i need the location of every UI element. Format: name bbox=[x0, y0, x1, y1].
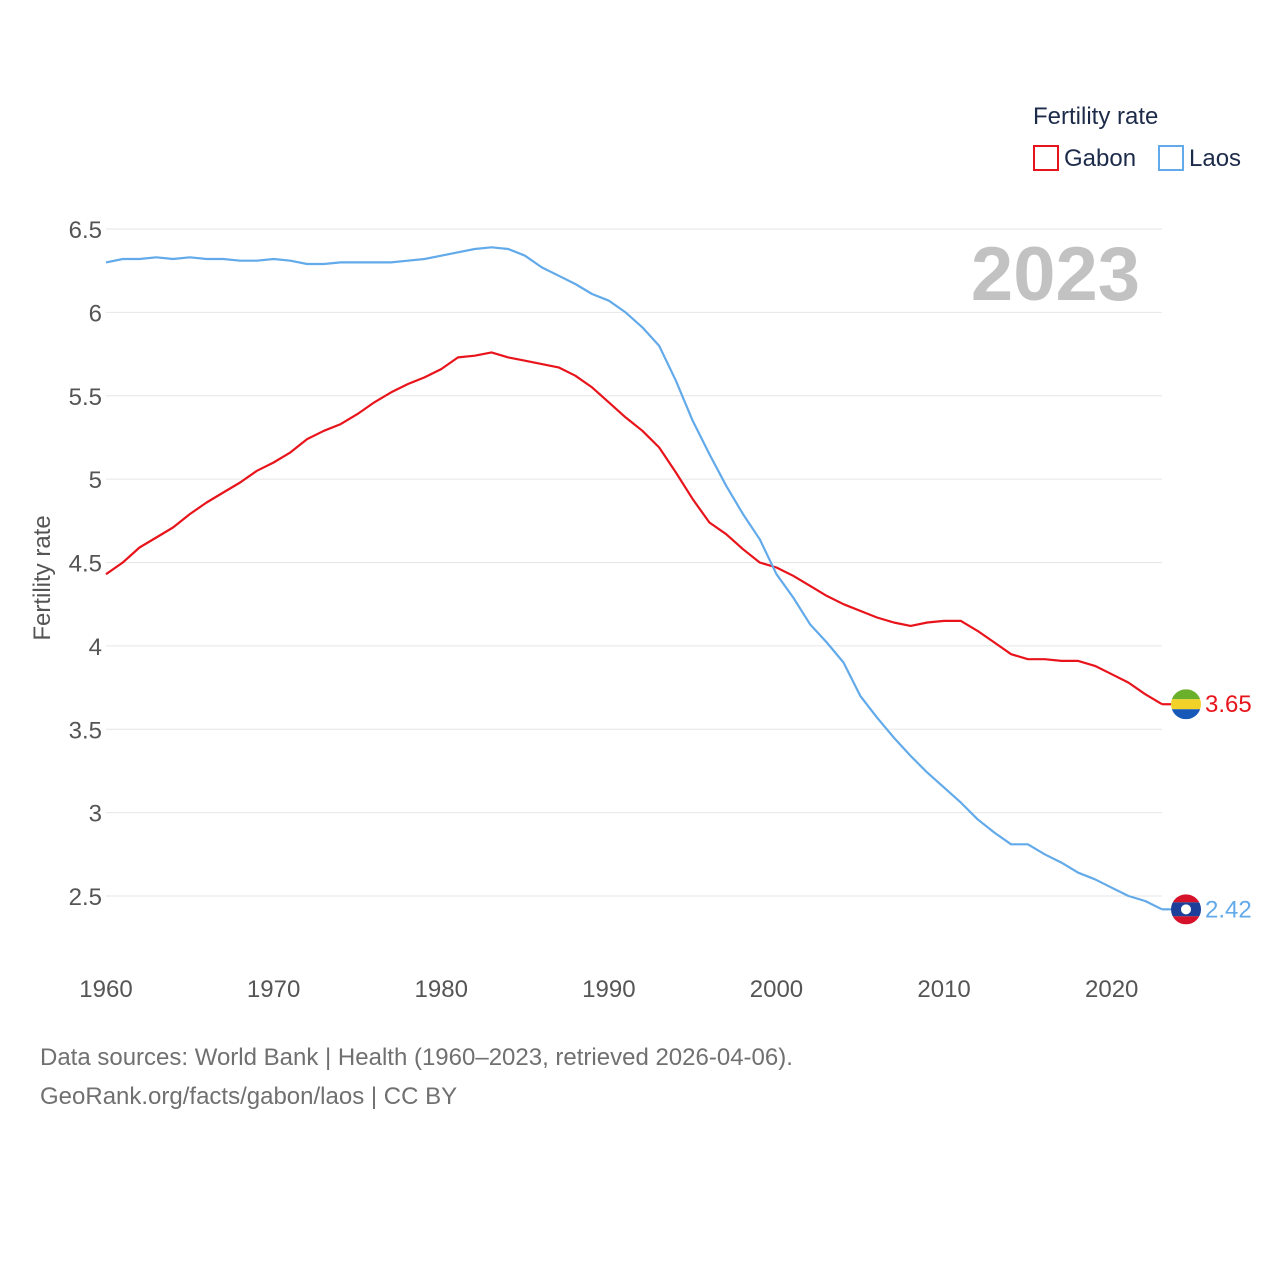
y-tick-label: 5.5 bbox=[69, 384, 102, 411]
legend: Fertility rate Gabon Laos bbox=[1033, 103, 1241, 172]
x-axis-ticks: 1960 1970 1980 1990 2000 2010 2020 bbox=[79, 976, 1138, 1003]
y-tick-label: 4.5 bbox=[69, 551, 102, 578]
series-lines bbox=[105, 246, 1163, 911]
x-tick-label: 2000 bbox=[750, 976, 803, 1003]
x-tick-label: 1970 bbox=[247, 976, 300, 1003]
x-tick-label: 1990 bbox=[582, 976, 635, 1003]
legend-swatch-gabon[interactable] bbox=[1033, 145, 1059, 171]
end-value-label-laos: 2.42 bbox=[1205, 896, 1252, 923]
x-tick-label: 2010 bbox=[917, 976, 970, 1003]
x-tick-label: 2020 bbox=[1085, 976, 1138, 1003]
gabon-flag-icon bbox=[1171, 689, 1201, 720]
legend-label-gabon[interactable]: Gabon bbox=[1064, 145, 1136, 172]
y-axis-title: Fertility rate bbox=[29, 515, 56, 640]
y-tick-label: 6.5 bbox=[69, 217, 102, 244]
y-tick-label: 4 bbox=[89, 634, 102, 661]
year-label: 2023 bbox=[971, 232, 1140, 317]
footer-sources: Data sources: World Bank | Health (1960–… bbox=[40, 1044, 793, 1071]
laos-flag-icon bbox=[1171, 894, 1201, 925]
legend-title: Fertility rate bbox=[1033, 103, 1158, 130]
y-tick-label: 3.5 bbox=[69, 717, 102, 744]
legend-swatch-laos[interactable] bbox=[1158, 145, 1184, 171]
y-tick-label: 5 bbox=[89, 467, 102, 494]
y-tick-label: 6 bbox=[89, 300, 102, 327]
series-line-gabon[interactable] bbox=[105, 351, 1163, 706]
grid-lines bbox=[106, 228, 1162, 897]
footer-attribution[interactable]: GeoRank.org/facts/gabon/laos | CC BY bbox=[40, 1083, 458, 1110]
y-tick-label: 2.5 bbox=[69, 884, 102, 911]
x-tick-label: 1980 bbox=[415, 976, 468, 1003]
y-axis-ticks: 2.5 3 3.5 4 4.5 5 5.5 6 6.5 bbox=[69, 217, 102, 911]
y-tick-label: 3 bbox=[89, 801, 102, 828]
end-value-label-gabon: 3.65 bbox=[1205, 691, 1252, 718]
series-line-laos[interactable] bbox=[105, 246, 1163, 911]
series-end-markers: 3.65 2.42 bbox=[1162, 689, 1252, 925]
legend-label-laos[interactable]: Laos bbox=[1189, 145, 1241, 172]
x-tick-label: 1960 bbox=[79, 976, 132, 1003]
